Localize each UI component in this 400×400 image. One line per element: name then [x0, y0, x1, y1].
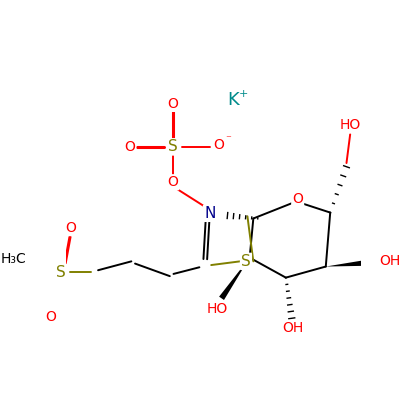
Text: O: O — [167, 97, 178, 111]
Text: K: K — [227, 91, 238, 109]
Text: N: N — [204, 206, 216, 221]
Text: HO: HO — [340, 118, 361, 132]
Text: O: O — [167, 175, 178, 189]
Text: OH: OH — [283, 321, 304, 335]
Text: S: S — [168, 139, 178, 154]
Text: OH: OH — [379, 254, 400, 268]
Polygon shape — [326, 260, 367, 266]
Text: O: O — [292, 192, 303, 206]
Polygon shape — [219, 258, 250, 300]
Text: +: + — [239, 88, 248, 98]
Text: O: O — [124, 140, 135, 154]
Text: O: O — [65, 221, 76, 235]
Text: S: S — [241, 254, 251, 269]
Text: H₃C: H₃C — [1, 252, 26, 266]
Text: O: O — [45, 310, 56, 324]
Text: HO: HO — [206, 302, 228, 316]
Text: O: O — [213, 138, 224, 152]
Text: ⁻: ⁻ — [225, 134, 231, 144]
Text: S: S — [56, 265, 66, 280]
